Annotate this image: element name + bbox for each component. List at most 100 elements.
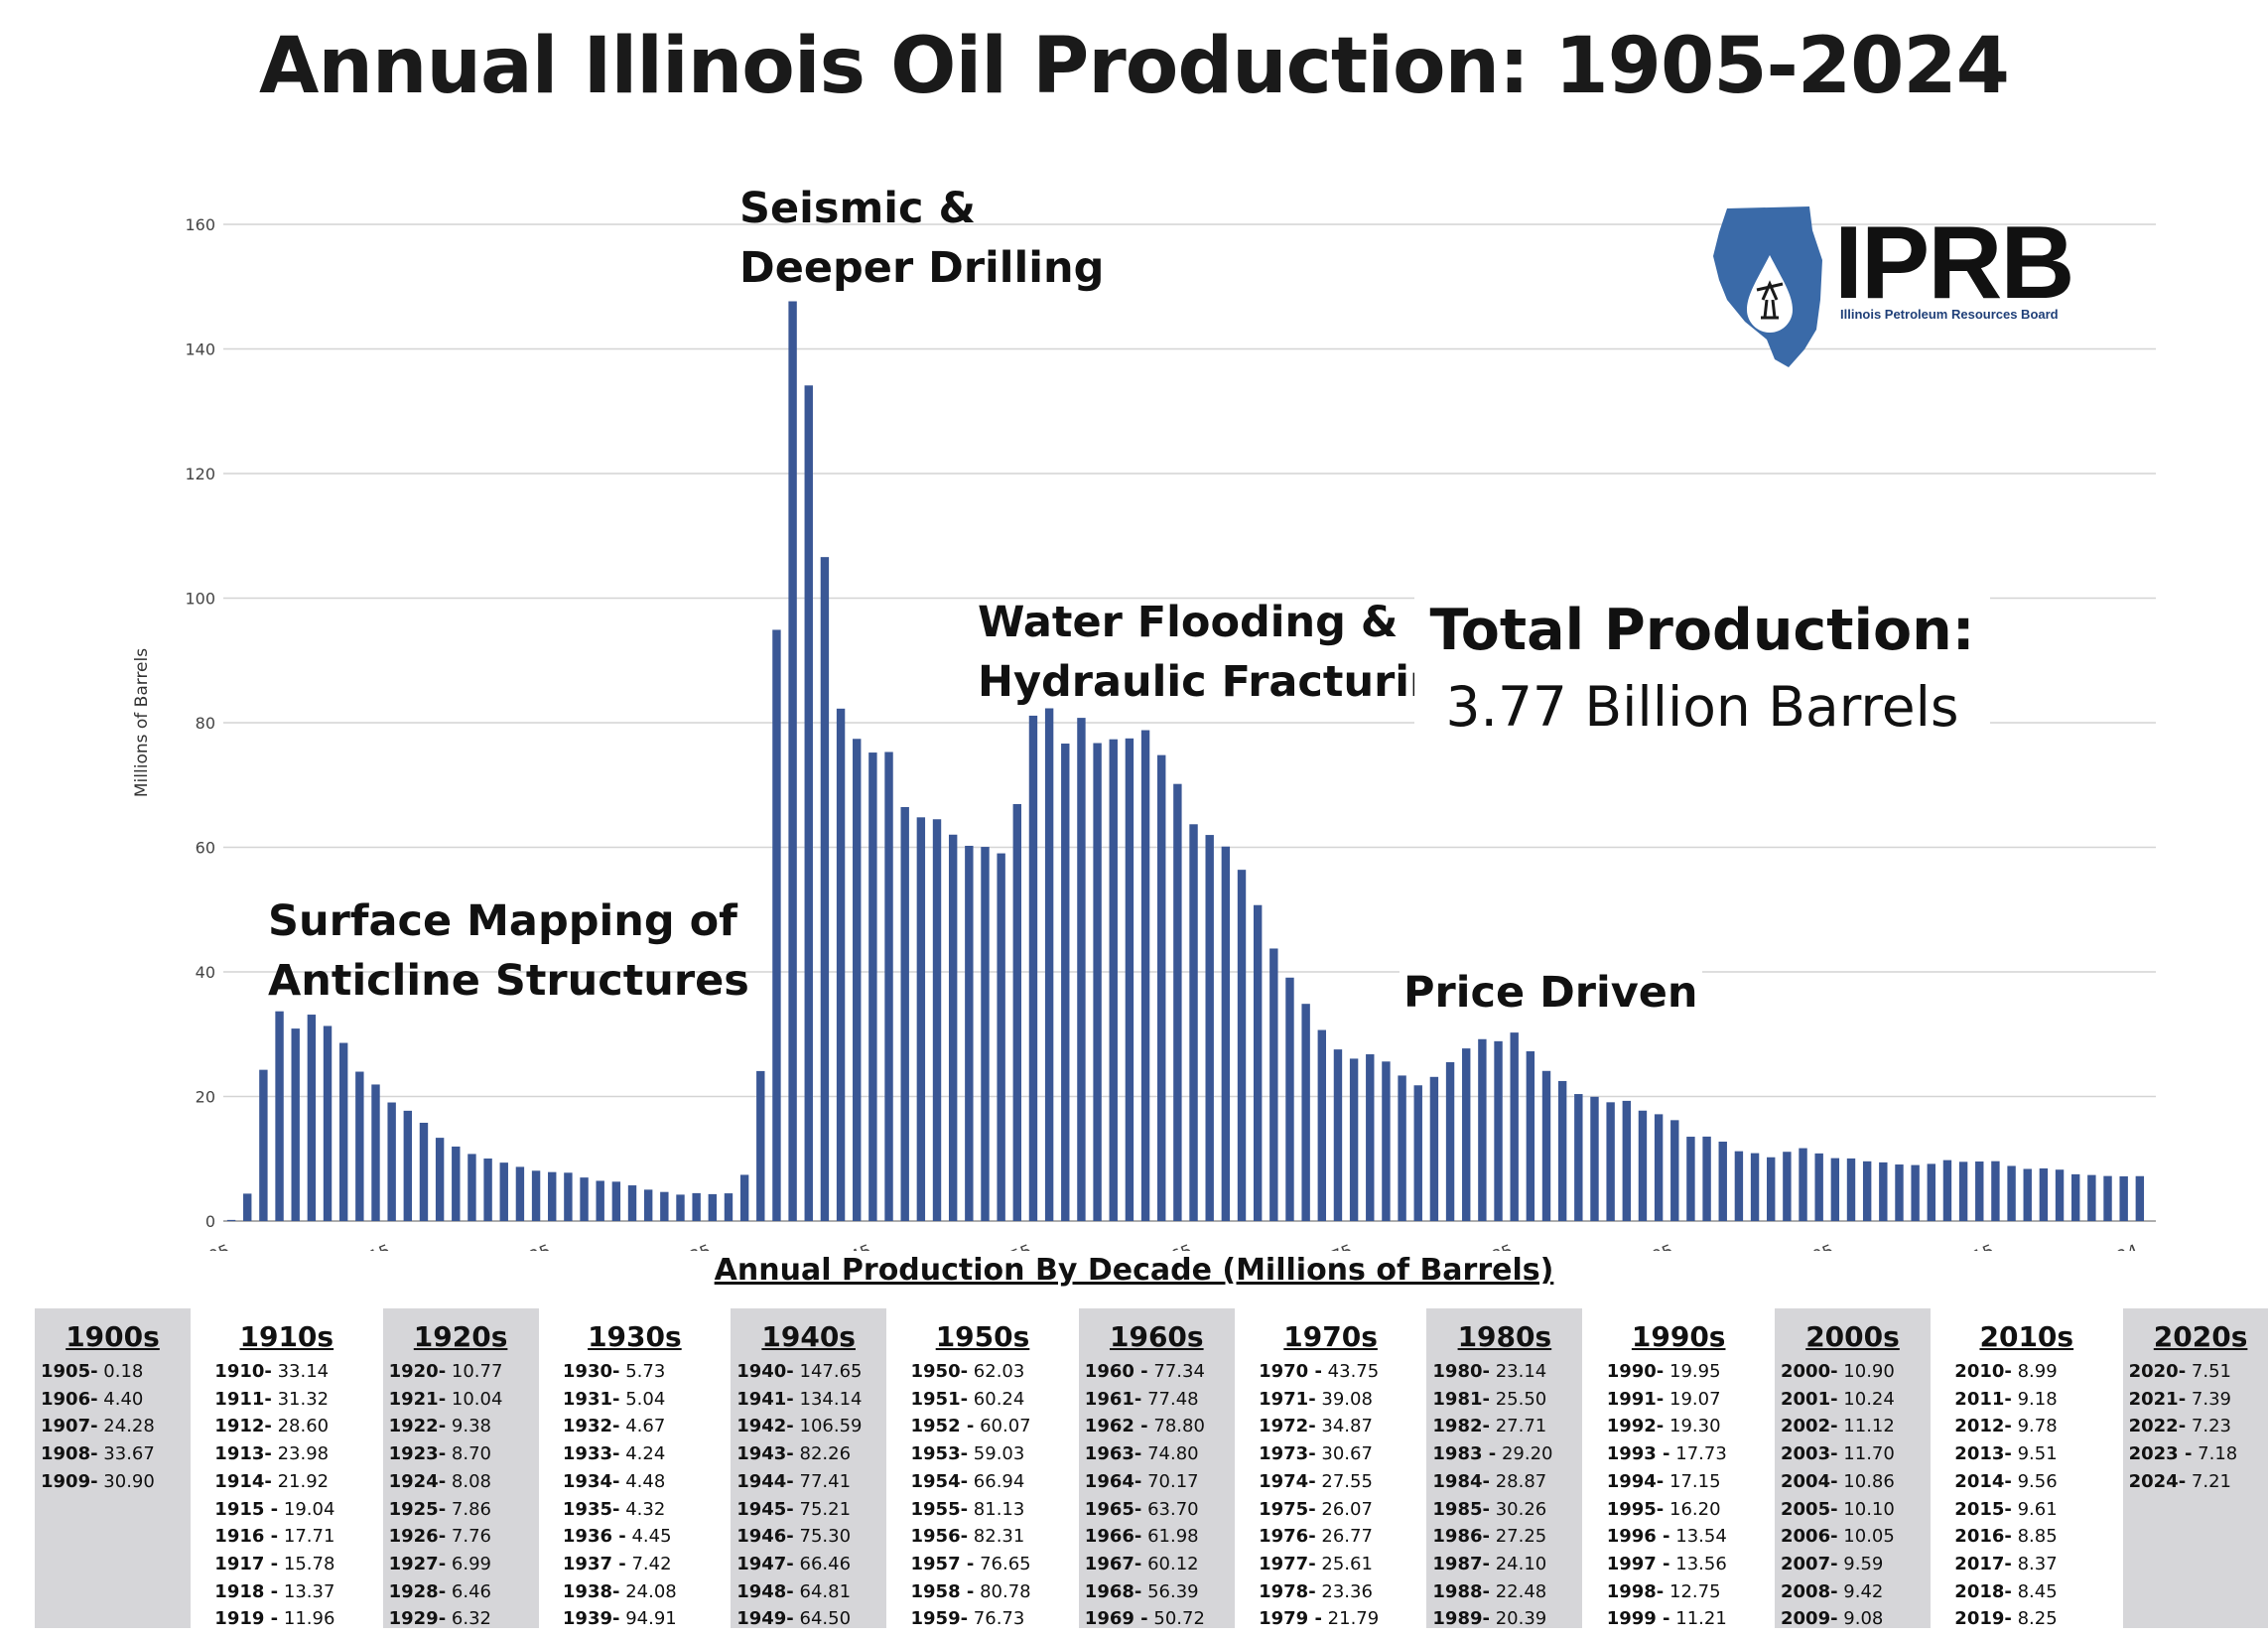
entry-value: 26.07 <box>1315 1498 1373 1520</box>
y-tick-label: 60 <box>196 839 215 858</box>
bar-1984 <box>1494 1040 1503 1221</box>
entry-value: 17.15 <box>1664 1470 1721 1492</box>
decade-column-1940s: 1940s 1940- 147.65 1941- 134.14 1942- 106.5… <box>731 1308 887 1629</box>
bar-1947 <box>900 806 909 1221</box>
entry-year: 2003- <box>1781 1443 1838 1465</box>
entry-year: 1915 - <box>214 1498 279 1520</box>
decade-column-1990s: 1990s 1990- 19.95 1991- 19.07 1992- 19.30 19… <box>1601 1308 1757 1629</box>
decade-header: 2010s <box>1979 1320 2074 1353</box>
decade-entry: 1954- 66.94 <box>911 1468 1061 1496</box>
entry-value: 63.70 <box>1141 1498 1199 1520</box>
entry-value: 4.48 <box>619 1470 666 1492</box>
bar-1986 <box>1526 1051 1535 1221</box>
bar-1946 <box>884 751 893 1221</box>
entry-value: 59.03 <box>968 1443 1025 1465</box>
bar-2004 <box>1814 1153 1823 1221</box>
bar-1963 <box>1157 754 1166 1221</box>
entry-value: 4.45 <box>625 1526 672 1548</box>
illinois-map-icon <box>1713 206 1822 367</box>
entry-value: 82.26 <box>793 1443 852 1465</box>
entry-year: 1974- <box>1259 1470 1316 1492</box>
decade-entry: 1936 - 4.45 <box>563 1523 713 1551</box>
decade-entry: 1999 - 11.21 <box>1607 1605 1757 1633</box>
bar-1994 <box>1654 1114 1664 1221</box>
entry-year: 1911- <box>214 1388 272 1410</box>
bar-1925 <box>548 1171 557 1221</box>
bar-1993 <box>1638 1110 1648 1221</box>
annotation-line: Hydraulic Fracturing <box>978 657 1471 707</box>
decade-entry: 1926- 7.76 <box>389 1523 539 1551</box>
bar-1913 <box>355 1071 364 1221</box>
decade-header: 1910s <box>239 1320 334 1353</box>
bar-2009 <box>1895 1164 1904 1221</box>
decade-entry: 1950- 62.03 <box>911 1358 1061 1386</box>
entry-year: 1996 - <box>1606 1526 1670 1548</box>
bar-1968 <box>1237 870 1247 1221</box>
decade-entry: 1963- 74.80 <box>1085 1440 1235 1468</box>
entry-year: 2014- <box>1954 1470 2012 1492</box>
total-production-box: Total Production: 3.77 Billion Barrels <box>1414 591 1990 744</box>
bar-1985 <box>1510 1032 1519 1221</box>
entry-year: 1943- <box>736 1443 794 1465</box>
entry-value: 26.77 <box>1315 1526 1373 1548</box>
entry-year: 1940- <box>736 1361 794 1382</box>
bar-1939 <box>772 629 781 1221</box>
decade-header: 1930s <box>588 1320 682 1353</box>
bar-2014 <box>1975 1161 1984 1221</box>
bar-1914 <box>371 1084 380 1221</box>
x-tick-label: 1915 <box>346 1241 394 1251</box>
decade-entry: 1971- 39.08 <box>1259 1386 1408 1414</box>
bar-2010 <box>1911 1164 1920 1221</box>
decade-entry: 1925- 7.86 <box>389 1496 539 1524</box>
bar-1940 <box>788 301 797 1222</box>
entry-value: 10.10 <box>1837 1498 1895 1520</box>
decade-entry: 1998- 12.75 <box>1607 1578 1757 1606</box>
bar-2001 <box>1767 1157 1776 1221</box>
entry-year: 2021- <box>2128 1388 2187 1410</box>
entry-value: 9.78 <box>2011 1416 2058 1437</box>
entry-value: 33.67 <box>97 1443 155 1465</box>
bar-1987 <box>1541 1070 1551 1221</box>
entry-year: 1918 - <box>214 1580 279 1602</box>
bar-1905 <box>226 1219 236 1221</box>
bar-2015 <box>1991 1161 2000 1221</box>
x-tick-label: 1955 <box>988 1241 1035 1251</box>
entry-year: 2023 - <box>2128 1443 2193 1465</box>
bar-1967 <box>1221 846 1231 1221</box>
bar-2008 <box>1879 1161 1888 1221</box>
decade-entry: 1920- 10.77 <box>389 1358 539 1386</box>
decade-entry: 1908- 33.67 <box>41 1440 191 1468</box>
entry-year: 1973- <box>1259 1443 1316 1465</box>
decade-entry: 1965- 63.70 <box>1085 1496 1235 1524</box>
entry-value: 19.30 <box>1664 1416 1721 1437</box>
decade-entry: 1958 - 80.78 <box>911 1578 1061 1606</box>
entry-year: 1914- <box>214 1470 272 1492</box>
decade-entry: 1986- 27.25 <box>1432 1523 1582 1551</box>
entry-value: 23.14 <box>1489 1361 1547 1382</box>
decade-entry: 1932- 4.67 <box>563 1413 713 1440</box>
entry-value: 7.76 <box>446 1526 491 1548</box>
entry-value: 78.80 <box>1147 1416 1205 1437</box>
decade-entry: 2022- 7.23 <box>2129 1413 2268 1440</box>
bar-1991 <box>1606 1102 1615 1221</box>
entry-year: 1963- <box>1084 1443 1142 1465</box>
entry-year: 1969 - <box>1084 1608 1148 1630</box>
entry-year: 2004- <box>1781 1470 1838 1492</box>
entry-year: 1937 - <box>562 1553 626 1574</box>
decade-entry: 1910- 33.14 <box>214 1358 364 1386</box>
annotation-line: Water Flooding & <box>978 598 1399 647</box>
entry-value: 10.77 <box>446 1361 503 1382</box>
decade-entry: 1913- 23.98 <box>214 1440 364 1468</box>
entry-value: 43.75 <box>1321 1361 1380 1382</box>
decade-entry: 2006- 10.05 <box>1781 1523 1931 1551</box>
decade-entry: 1907- 24.28 <box>41 1413 191 1440</box>
decade-entry: 1911- 31.32 <box>214 1386 364 1414</box>
decade-entry: 1968- 56.39 <box>1085 1578 1235 1606</box>
entry-value: 25.61 <box>1315 1553 1373 1574</box>
bar-1911 <box>323 1025 333 1221</box>
entry-year: 1931- <box>562 1388 620 1410</box>
entry-value: 13.37 <box>278 1580 335 1602</box>
entry-year: 1990- <box>1606 1361 1665 1382</box>
bar-1921 <box>483 1158 492 1221</box>
decade-entry: 2005- 10.10 <box>1781 1496 1931 1524</box>
